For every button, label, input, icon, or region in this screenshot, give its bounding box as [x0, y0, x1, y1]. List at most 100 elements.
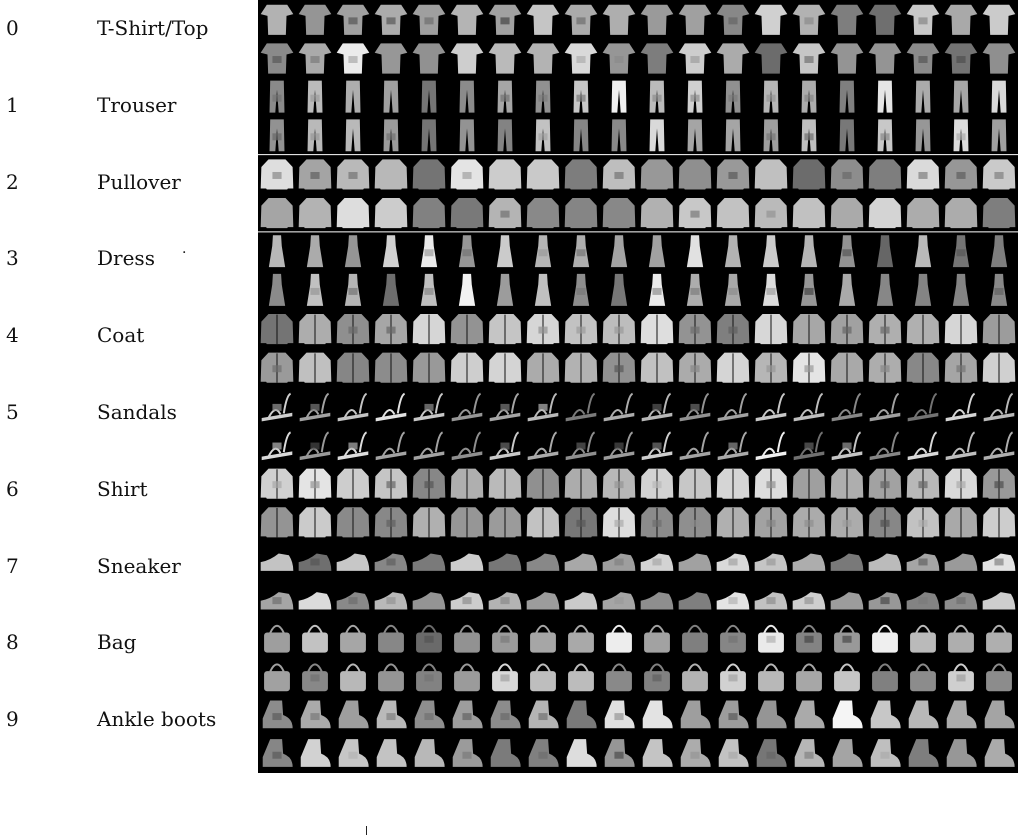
tshirt-icon [298, 43, 332, 74]
sneaker-icon [564, 553, 598, 571]
coat-icon [374, 313, 408, 345]
shirt-icon [374, 468, 408, 499]
ankle-boot-icon [300, 700, 331, 729]
pullover-icon [260, 159, 294, 190]
trouser-icon [573, 119, 589, 152]
coat-icon [792, 313, 826, 345]
bag-icon [986, 663, 1012, 692]
sandal-icon [527, 431, 559, 461]
shirt-icon [298, 468, 332, 499]
trouser-icon [877, 119, 893, 152]
pullover-icon [526, 198, 560, 229]
sandal-icon [641, 431, 673, 461]
ankle-boot-icon [452, 739, 483, 767]
shirt-icon [906, 507, 940, 538]
class-name-label: T-Shirt/Top [97, 16, 209, 40]
class-index-label: 8 [6, 630, 19, 654]
bag-icon [720, 624, 746, 653]
sandal-icon [717, 431, 749, 461]
pullover-icon [602, 159, 636, 190]
coat-icon [450, 313, 484, 345]
ankle-boot-icon [262, 700, 293, 729]
sandal-icon [337, 392, 369, 422]
ankle-boot-icon [414, 700, 445, 729]
bag-icon [644, 663, 670, 692]
dress-icon [800, 235, 818, 268]
shirt-icon [298, 507, 332, 538]
dress-icon [496, 273, 514, 306]
tshirt-icon [298, 4, 332, 35]
pullover-icon [412, 198, 446, 229]
dress-icon [648, 235, 666, 268]
trouser-icon [763, 80, 779, 113]
bag-icon [682, 663, 708, 692]
sneaker-icon [830, 592, 864, 610]
ankle-boot-icon [908, 739, 939, 767]
ankle-boot-icon [756, 739, 787, 767]
trouser-icon [535, 119, 551, 152]
sneaker-icon [716, 553, 750, 571]
sneaker-icon [450, 592, 484, 610]
ankle-boot-icon [908, 700, 939, 729]
shirt-icon [868, 507, 902, 538]
shirt-icon [336, 507, 370, 538]
legend-row-1: 1 Trouser [0, 85, 250, 125]
bag-icon [492, 624, 518, 653]
shirt-icon [716, 507, 750, 538]
shirt-icon [678, 507, 712, 538]
tshirt-icon [526, 43, 560, 74]
sneaker-icon [754, 553, 788, 571]
bag-icon [796, 624, 822, 653]
pullover-icon [640, 159, 674, 190]
legend-row-0: 0 T-Shirt/Top [0, 8, 250, 48]
pullover-icon [260, 198, 294, 229]
shirt-icon [792, 468, 826, 499]
coat-icon [982, 352, 1016, 383]
tshirt-icon [792, 4, 826, 35]
pullover-icon [678, 198, 712, 229]
shirt-icon [374, 507, 408, 538]
tshirt-icon [906, 43, 940, 74]
coat-icon [336, 313, 370, 345]
ankle-boot-icon [414, 739, 445, 767]
pullover-icon [450, 159, 484, 190]
dress-icon [344, 273, 362, 306]
pullover-icon [602, 198, 636, 229]
ankle-boot-icon [300, 739, 331, 767]
pullover-icon [754, 198, 788, 229]
coat-icon [678, 313, 712, 345]
sandal-icon [451, 431, 483, 461]
sneaker-icon [526, 553, 560, 571]
shirt-icon [526, 468, 560, 499]
ankle-boot-icon [680, 739, 711, 767]
trouser-icon [915, 80, 931, 113]
dress-icon [344, 235, 362, 268]
trouser-icon [307, 119, 323, 152]
coat-icon [640, 313, 674, 345]
sandal-icon [603, 392, 635, 422]
class-name-label: Dress [97, 246, 155, 270]
sneaker-icon [526, 592, 560, 610]
sneaker-icon [488, 553, 522, 571]
bag-icon [720, 663, 746, 692]
tshirt-icon [830, 4, 864, 35]
tshirt-icon [944, 4, 978, 35]
trouser-icon [725, 119, 741, 152]
pullover-icon [678, 159, 712, 190]
sandal-icon [907, 392, 939, 422]
bag-icon [340, 663, 366, 692]
ankle-boot-icon [756, 700, 787, 729]
class-name-label: Coat [97, 323, 145, 347]
class-index-label: 5 [6, 400, 19, 424]
coat-icon [716, 352, 750, 383]
coat-icon [298, 352, 332, 383]
tshirt-icon [450, 43, 484, 74]
dress-icon [534, 235, 552, 268]
sneaker-icon [906, 592, 940, 610]
sandal-icon [869, 431, 901, 461]
shirt-icon [336, 468, 370, 499]
dress-icon [724, 235, 742, 268]
trouser-icon [649, 119, 665, 152]
shirt-icon [640, 507, 674, 538]
bag-icon [264, 663, 290, 692]
